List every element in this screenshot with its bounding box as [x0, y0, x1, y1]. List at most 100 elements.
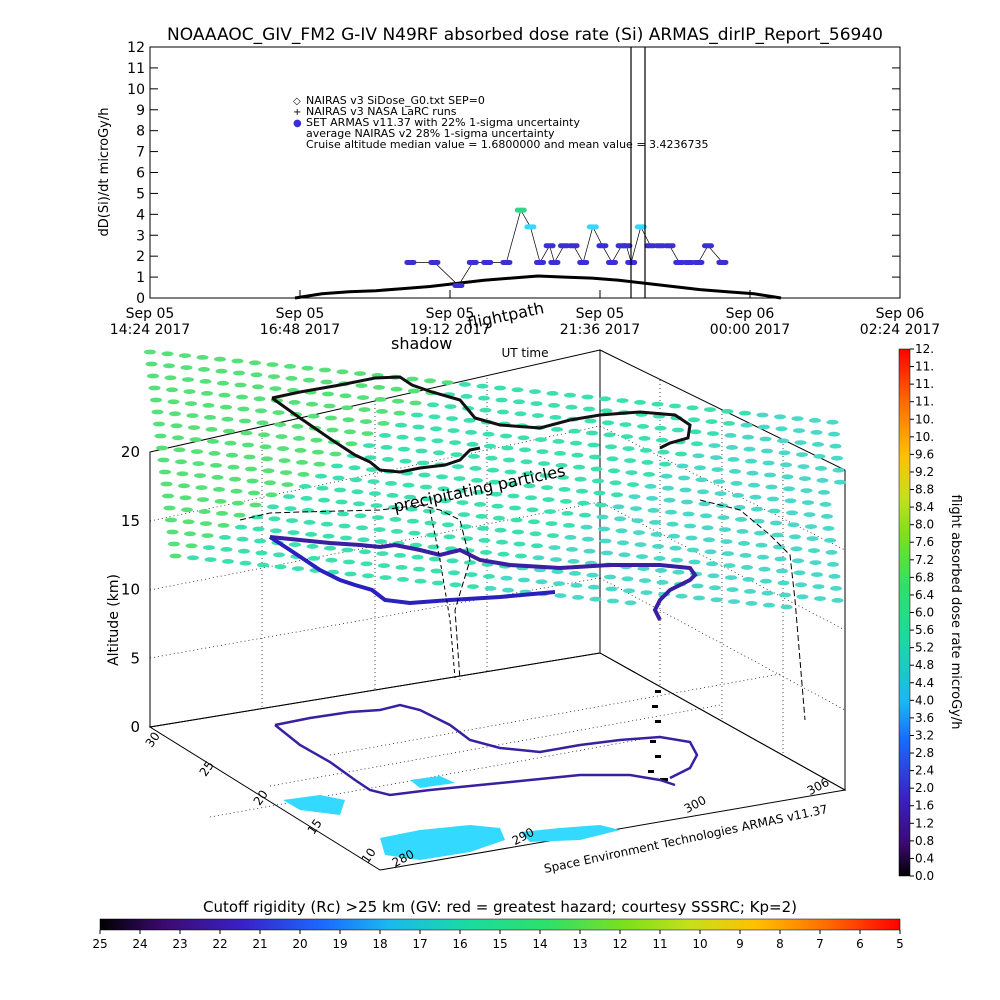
particle-mark — [707, 431, 719, 436]
particle-mark — [179, 495, 192, 501]
particle-mark — [284, 506, 297, 511]
particle-mark — [217, 380, 229, 386]
armas-point — [452, 282, 465, 288]
dose-cb-tick-label: 8.0 — [915, 518, 934, 532]
particle-mark — [156, 445, 168, 451]
dose-cb-tick-label: 3.6 — [915, 711, 934, 725]
particle-mark — [530, 401, 543, 406]
particle-mark — [322, 391, 334, 397]
particle-mark — [567, 559, 580, 564]
particle-mark — [180, 365, 193, 370]
particle-mark — [729, 469, 741, 474]
particle-mark — [301, 365, 314, 371]
particle-mark — [382, 457, 394, 462]
particle-mark — [464, 560, 476, 565]
particle-mark — [469, 466, 482, 471]
particle-mark — [564, 535, 577, 540]
particle-mark — [572, 595, 584, 600]
particle-mark — [198, 509, 211, 514]
particle-mark — [751, 506, 763, 512]
particle-mark — [237, 406, 250, 412]
particle-mark — [560, 499, 572, 504]
particle-mark — [236, 394, 248, 400]
rc-cb-tick-label: 5 — [896, 937, 904, 951]
particle-mark — [588, 584, 600, 590]
dose-cb-tick-label: 1.6 — [915, 799, 934, 813]
particle-mark — [182, 377, 194, 382]
particle-mark — [697, 489, 709, 495]
particle-mark — [164, 375, 177, 381]
particle-mark — [179, 353, 191, 358]
particle-mark — [501, 445, 514, 451]
particle-mark — [497, 551, 510, 557]
particle-mark — [761, 590, 774, 596]
particle-mark — [385, 481, 397, 486]
dose-y-tick-label: 9 — [136, 103, 145, 119]
dose-x-tick-time: 21:36 2017 — [560, 322, 640, 338]
particle-mark — [573, 464, 585, 470]
particle-mark — [430, 426, 442, 432]
particle-mark — [485, 455, 498, 461]
particle-mark — [830, 586, 842, 591]
particle-mark — [574, 476, 587, 482]
dose-cb-tick-label: 11. — [915, 360, 934, 374]
particle-mark — [491, 503, 504, 509]
page-title: NOAAAOC_GIV_FM2 G-IV N49RF absorbed dose… — [167, 25, 883, 45]
dose-series — [294, 207, 782, 300]
particle-mark — [354, 371, 366, 376]
particle-mark — [799, 476, 811, 481]
particle-mark — [803, 512, 816, 517]
particle-mark — [411, 412, 423, 418]
particle-mark — [778, 450, 791, 456]
particle-mark — [375, 539, 387, 544]
particle-mark — [205, 427, 218, 432]
particle-mark — [504, 469, 517, 475]
particle-mark — [686, 405, 699, 411]
particle-mark — [496, 539, 508, 545]
particle-mark — [200, 521, 212, 526]
particle-mark — [752, 518, 765, 524]
particle-mark — [262, 468, 275, 474]
armas-point — [702, 243, 714, 249]
particle-mark — [284, 364, 296, 369]
particle-mark — [417, 460, 429, 466]
altitude-tick-label: 5 — [130, 649, 140, 667]
particle-mark — [781, 474, 794, 480]
particle-mark — [685, 535, 698, 541]
particle-mark — [191, 449, 203, 454]
particle-mark — [502, 587, 514, 593]
particle-mark — [586, 430, 598, 436]
particle-mark — [682, 511, 695, 517]
armas-point — [500, 259, 513, 265]
particle-mark — [430, 568, 443, 574]
particle-mark — [808, 548, 820, 553]
dose-y-tick-label: 6 — [136, 166, 145, 182]
particle-mark — [621, 576, 634, 582]
particle-mark — [759, 436, 772, 442]
particle-mark — [607, 598, 619, 604]
particle-mark — [569, 571, 581, 576]
particle-mark — [402, 482, 415, 488]
particle-mark — [532, 555, 545, 561]
particle-mark — [693, 595, 705, 601]
particle-mark — [213, 487, 225, 492]
particle-mark — [322, 533, 335, 539]
particle-mark — [376, 551, 389, 556]
particle-mark — [357, 537, 370, 543]
particle-mark — [821, 514, 833, 519]
particle-mark — [222, 559, 234, 564]
particle-mark — [224, 440, 237, 446]
particle-mark — [475, 514, 488, 519]
particle-mark — [369, 491, 381, 496]
particle-mark — [805, 524, 817, 529]
particle-mark — [239, 560, 252, 566]
dose-x-tick-time: 02:24 2017 — [860, 322, 940, 338]
dose-x-tick-date: Sep 05 — [576, 306, 625, 322]
particle-mark — [548, 545, 561, 550]
particle-mark — [292, 566, 304, 571]
particle-mark — [418, 472, 431, 478]
particle-mark — [513, 541, 526, 547]
particle-mark — [605, 586, 618, 592]
flightpath-floor — [274, 703, 699, 780]
rc-cb-tick-label: 25 — [92, 937, 107, 951]
